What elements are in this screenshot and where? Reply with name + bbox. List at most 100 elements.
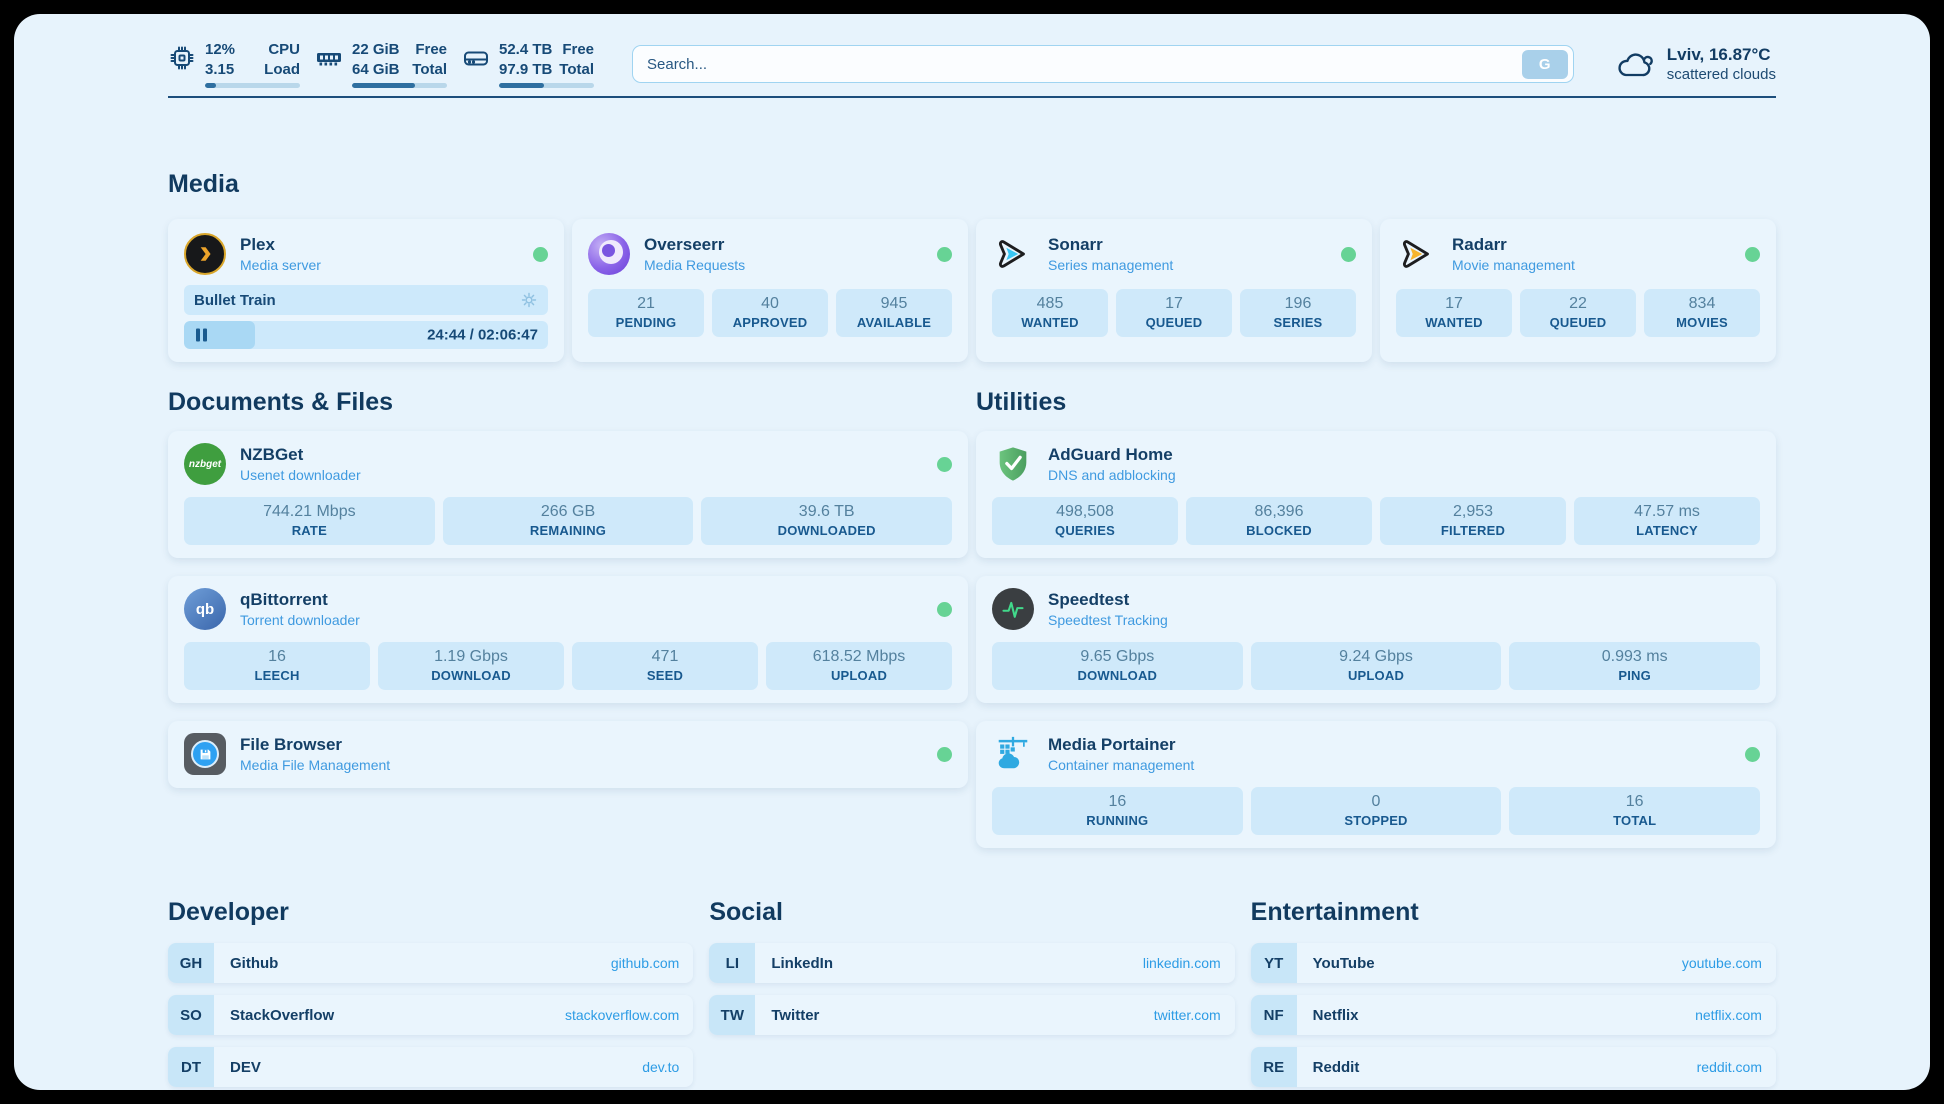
stat-value: 834: [1688, 295, 1716, 312]
link-url: stackoverflow.com: [564, 1007, 680, 1023]
stat-box-latency: 47.57 ms LATENCY: [1574, 497, 1760, 545]
app-subtitle: Movie management: [1452, 256, 1575, 273]
link-badge: RE: [1250, 1047, 1297, 1087]
link-badge: YT: [1250, 943, 1297, 983]
weather-widget[interactable]: Lviv, 16.87°C scattered clouds: [1614, 45, 1776, 83]
status-dot-online: [937, 601, 952, 617]
memory-total-value: 64 GiB: [352, 60, 400, 78]
stat-box-blocked: 86,396 BLOCKED: [1186, 497, 1372, 545]
stat-label: REMAINING: [529, 523, 607, 538]
app-card-qbittorrent[interactable]: qb qBittorrent Torrent downloader 16 LEE…: [168, 576, 968, 703]
link-url: reddit.com: [1696, 1059, 1762, 1075]
stat-label: MOVIES: [1676, 315, 1728, 330]
stat-value: 1.19 Gbps: [434, 648, 508, 665]
stat-label: DOWNLOAD: [1077, 668, 1158, 683]
app-card-sonarr[interactable]: Sonarr Series management 485 WANTED 17 Q…: [976, 219, 1372, 362]
section-title-documents-files: Documents & Files: [168, 388, 394, 416]
pause-icon[interactable]: [196, 328, 207, 342]
weather-location-temperature: Lviv, 16.87°C: [1666, 45, 1771, 64]
stat-value: 196: [1284, 295, 1312, 312]
stat-label: UPLOAD: [830, 668, 888, 683]
app-card-plex[interactable]: Plex Media server Bullet Train: [168, 219, 564, 362]
stat-label: WANTED: [1425, 315, 1483, 330]
storage-progress-track: [499, 83, 594, 88]
storage-free-value: 52.4 TB: [499, 41, 553, 58]
stat-value: 47.57 ms: [1634, 503, 1700, 520]
app-card-filebrowser[interactable]: File Browser Media File Management: [168, 721, 968, 788]
storage-icon: [464, 51, 488, 66]
stat-value: 471: [651, 648, 679, 665]
stat-box-filtered: 2,953 FILTERED: [1380, 497, 1566, 545]
memory-progress-track: [352, 83, 447, 88]
stat-box-stopped: 0 STOPPED: [1250, 787, 1502, 835]
search-input[interactable]: [633, 55, 1522, 73]
link-url: youtube.com: [1681, 955, 1762, 971]
now-playing-row: Bullet Train: [184, 285, 548, 315]
link-row-github[interactable]: GH Github github.com: [168, 943, 694, 983]
link-row-netflix[interactable]: NF Netflix netflix.com: [1250, 995, 1776, 1035]
stat-value: 2,953: [1452, 503, 1494, 520]
memory-total-label: Total: [412, 60, 447, 78]
cpu-load-label: Load: [264, 60, 300, 78]
storage-total-value: 97.9 TB: [499, 60, 553, 78]
weather-condition: scattered clouds: [1666, 66, 1776, 83]
stat-value: 0.993 ms: [1601, 648, 1668, 665]
link-row-linkedin[interactable]: LI LinkedIn linkedin.com: [709, 943, 1235, 983]
stat-label: APPROVED: [732, 315, 808, 330]
stat-box-queued: 17 QUEUED: [1116, 289, 1232, 337]
stat-label: AVAILABLE: [856, 315, 932, 330]
stat-value: 485: [1036, 295, 1064, 312]
cpu-usage-value: 12%: [205, 41, 236, 58]
stat-value: 21: [637, 295, 655, 312]
app-card-overseerr[interactable]: Overseerr Media Requests 21 PENDING 40 A…: [572, 219, 968, 362]
link-badge: GH: [168, 943, 214, 983]
stat-label: QUERIES: [1055, 523, 1115, 538]
link-row-stackoverflow[interactable]: SO StackOverflow stackoverflow.com: [168, 995, 694, 1035]
link-row-twitter[interactable]: TW Twitter twitter.com: [709, 995, 1235, 1035]
link-row-reddit[interactable]: RE Reddit reddit.com: [1250, 1047, 1776, 1087]
stat-value: 40: [761, 295, 779, 312]
stat-label: QUEUED: [1549, 315, 1607, 330]
status-dot-online: [1745, 746, 1760, 762]
app-name: Sonarr: [1048, 234, 1103, 254]
link-name: DEV: [230, 1058, 261, 1076]
playback-time: 24:44 / 02:06:47: [427, 326, 538, 344]
memory-free-label: Free: [415, 41, 447, 58]
stat-label: BLOCKED: [1246, 523, 1312, 538]
link-name: YouTube: [1312, 954, 1375, 972]
app-card-adguard[interactable]: AdGuard Home DNS and adblocking 498,508 …: [976, 431, 1776, 558]
cpu-progress-track: [205, 83, 300, 88]
link-url: netflix.com: [1695, 1007, 1762, 1023]
stat-label: RATE: [291, 523, 327, 538]
app-card-nzbget[interactable]: nzbget NZBGet Usenet downloader 744.21 M…: [168, 431, 968, 558]
stat-value: 16: [268, 648, 286, 665]
adguard-icon: [992, 443, 1034, 485]
playback-settings-icon[interactable]: [520, 291, 538, 309]
status-dot-online: [937, 746, 952, 762]
search-engine-button[interactable]: G: [1521, 49, 1568, 79]
stat-box-pending: 21 PENDING: [588, 289, 704, 337]
stat-label: LATENCY: [1636, 523, 1698, 538]
stat-box-available: 945 AVAILABLE: [836, 289, 952, 337]
app-card-radarr[interactable]: Radarr Movie management 17 WANTED 22 QUE…: [1380, 219, 1776, 362]
link-row-youtube[interactable]: YT YouTube youtube.com: [1250, 943, 1776, 983]
app-card-portainer[interactable]: Media Portainer Container management 16 …: [976, 721, 1776, 848]
stat-box-approved: 40 APPROVED: [712, 289, 828, 337]
stat-label: LEECH: [254, 668, 300, 683]
developer-links-column: Developer GH Github github.com SO StackO…: [168, 898, 694, 1090]
now-playing-title: Bullet Train: [194, 291, 276, 309]
stat-box-leech: 16 LEECH: [184, 642, 370, 690]
status-dot-online: [1745, 246, 1760, 262]
playback-progress-fill: [184, 321, 255, 349]
stat-label: SEED: [646, 668, 684, 683]
link-row-dev[interactable]: DT DEV dev.to: [168, 1047, 694, 1087]
radarr-icon: [1396, 233, 1438, 275]
app-subtitle: Torrent downloader: [240, 611, 360, 628]
search-bar: G: [632, 45, 1574, 83]
stat-label: FILTERED: [1440, 523, 1506, 538]
storage-total-label: Total: [559, 60, 594, 78]
link-name: Github: [230, 954, 279, 972]
link-url: linkedin.com: [1142, 955, 1221, 971]
app-card-speedtest[interactable]: Speedtest Speedtest Tracking 9.65 Gbps D…: [976, 576, 1776, 703]
playback-progress-bar[interactable]: 24:44 / 02:06:47: [184, 321, 548, 349]
